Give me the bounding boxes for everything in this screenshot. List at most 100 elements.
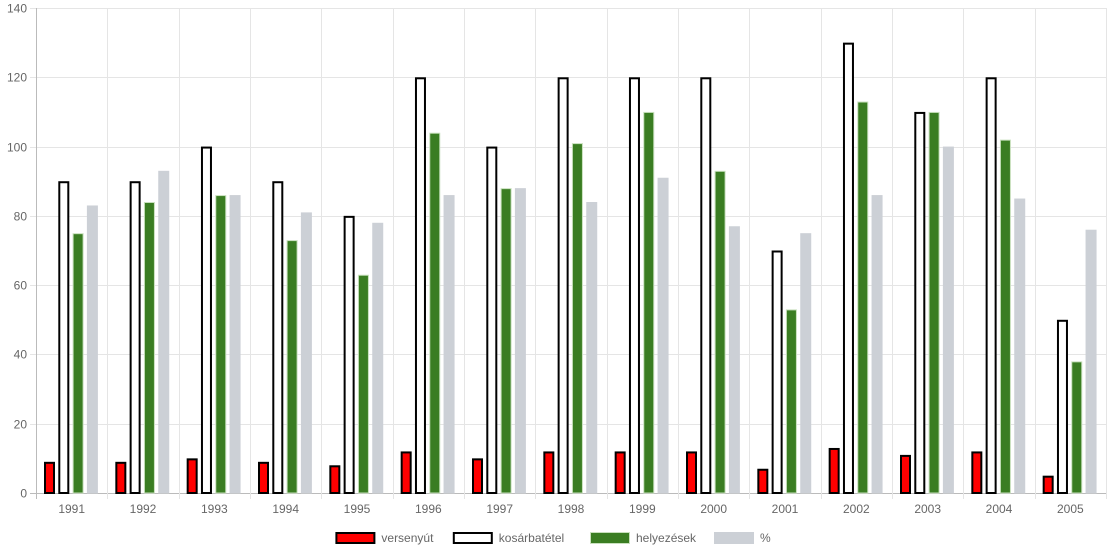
bar-percent (1085, 229, 1097, 494)
bar-versenyut (329, 465, 341, 494)
bar-percent (657, 177, 669, 494)
legend-label: helyezések (636, 531, 697, 545)
bar-versenyut (757, 468, 769, 494)
bar-percent (86, 205, 98, 494)
legend-label: % (760, 531, 771, 545)
x-tick-label: 2005 (1057, 502, 1084, 516)
bar-versenyut (44, 461, 55, 495)
bar-versenyut (400, 451, 412, 494)
y-tick-label: 0 (20, 487, 27, 501)
x-tick-label: 1991 (58, 502, 85, 516)
bar-helyezesek (785, 309, 797, 494)
bar-kosarbatetel (914, 111, 926, 495)
x-tick-label: 1999 (629, 502, 656, 516)
bar-helyezesek (500, 188, 512, 494)
legend-item[interactable]: kosárbatétel (452, 531, 564, 545)
x-tick-label: 1993 (201, 502, 228, 516)
x-tick-label: 2000 (700, 502, 727, 516)
bar-helyezesek (714, 170, 726, 494)
bar-helyezesek (357, 274, 369, 494)
bar-percent (942, 146, 954, 494)
legend-swatch (335, 532, 376, 544)
bar-kosarbatetel (842, 42, 854, 495)
bar-percent (229, 195, 241, 494)
y-tick-label: 80 (14, 210, 28, 224)
bar-percent (1014, 198, 1026, 494)
bar-percent (514, 188, 526, 494)
legend-swatch (590, 532, 630, 544)
bar-versenyut (686, 451, 697, 494)
bar-helyezesek (643, 111, 655, 494)
x-tick-label: 1994 (272, 502, 299, 516)
y-tick-label: 140 (7, 2, 27, 16)
bar-kosarbatetel (58, 181, 70, 494)
bar-versenyut (971, 451, 983, 494)
bar-kosarbatetel (272, 181, 284, 494)
bar-kosarbatetel (486, 146, 498, 494)
y-tick-label: 40 (14, 348, 28, 362)
bar-kosarbatetel (200, 146, 212, 494)
bar-versenyut (1042, 475, 1054, 494)
bar-helyezesek (571, 143, 583, 494)
bar-percent (443, 195, 455, 494)
x-tick-label: 1997 (486, 502, 513, 516)
x-tick-label: 2002 (843, 502, 870, 516)
bar-versenyut (543, 451, 555, 494)
x-tick-label: 2004 (986, 502, 1013, 516)
bar-helyezesek (286, 240, 298, 494)
legend[interactable]: versenyút kosárbatétel helyezések% (335, 531, 772, 545)
bar-percent (300, 212, 312, 494)
bar-helyezesek (429, 132, 441, 494)
bar-versenyut (472, 458, 483, 495)
bar-kosarbatetel (129, 181, 141, 494)
bar-versenyut (900, 454, 911, 494)
bar-percent (728, 226, 740, 494)
x-tick-label: 1992 (130, 502, 157, 516)
y-tick-label: 20 (14, 418, 28, 432)
bar-versenyut (186, 458, 198, 495)
x-tick-label: 2001 (772, 502, 799, 516)
legend-label: kosárbatétel (499, 531, 564, 545)
y-tick-label: 60 (14, 279, 28, 293)
legend-swatch (452, 532, 493, 544)
bar-helyezesek (857, 101, 869, 494)
bar-helyezesek (143, 202, 155, 494)
bar-kosarbatetel (343, 215, 355, 494)
bar-kosarbatetel (771, 250, 783, 494)
bar-versenyut (614, 451, 626, 494)
x-tick-label: 1995 (344, 502, 371, 516)
legend-label: versenyút (381, 531, 434, 545)
bar-kosarbatetel (1056, 319, 1068, 494)
bar-percent (871, 195, 883, 494)
x-tick-label: 2003 (914, 502, 941, 516)
bar-helyezesek (928, 111, 940, 494)
y-tick-label: 120 (7, 71, 27, 85)
bar-kosarbatetel (700, 77, 712, 495)
bar-kosarbatetel (628, 77, 640, 495)
bars (44, 42, 1097, 495)
bar-kosarbatetel (985, 77, 997, 495)
bar-helyezesek (1071, 361, 1083, 494)
axes: 0 20 40 60 80 100 120 140 1991 1992 1993 1994 1995 19… (7, 2, 1084, 517)
bar-percent (158, 170, 170, 494)
bar-helyezesek (72, 233, 84, 494)
bar-helyezesek (999, 139, 1011, 494)
bar-versenyut (258, 461, 269, 495)
bar-versenyut (828, 447, 840, 495)
legend-item[interactable]: helyezések (590, 531, 698, 545)
bar-kosarbatetel (414, 77, 426, 495)
bar-versenyut (115, 461, 127, 495)
legend-item[interactable]: versenyút (335, 531, 434, 545)
x-tick-label: 1996 (415, 502, 442, 516)
legend-item[interactable]: % (714, 531, 772, 545)
bar-percent (800, 233, 812, 494)
y-tick-label: 100 (7, 141, 27, 155)
bar-kosarbatetel (557, 77, 569, 495)
bar-helyezesek (215, 195, 227, 494)
bar-percent (372, 222, 384, 494)
x-tick-label: 1998 (558, 502, 585, 516)
legend-swatch (714, 532, 754, 544)
bar-percent (586, 202, 598, 494)
